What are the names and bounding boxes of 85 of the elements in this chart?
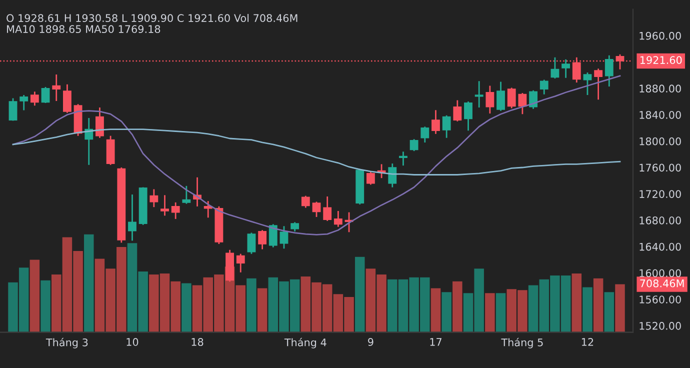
bar (582, 287, 592, 332)
bar (182, 283, 192, 332)
y-tick-label: 1880.00 (640, 84, 681, 93)
candlestick (334, 210, 342, 227)
candlestick (453, 100, 462, 122)
bar (30, 260, 40, 332)
bar (615, 284, 625, 332)
ref-line-label: 1921.60 (640, 56, 682, 64)
candlestick (366, 172, 375, 185)
candlestick (583, 72, 592, 96)
y-tick-label: 1760.00 (640, 164, 681, 172)
candlestick (150, 189, 158, 208)
y-tick-label: 1840.00 (640, 110, 681, 119)
candlestick (128, 194, 136, 241)
candlestick (410, 139, 418, 152)
candlestick (20, 94, 28, 110)
candlestick (464, 102, 472, 131)
candlestick (616, 54, 624, 70)
candlestick (399, 152, 408, 166)
y-tick-label: 1800.00 (640, 137, 681, 146)
bar (452, 281, 462, 332)
candlestick (550, 57, 560, 79)
candlestick (247, 232, 256, 254)
y-tick-label: 1520.00 (640, 322, 681, 330)
candlestick (604, 55, 614, 86)
candlestick (160, 195, 169, 216)
candlestick (258, 230, 267, 250)
candlestick (540, 80, 548, 94)
annotation: MA10 1898.65 MA50 1769.18 (7, 25, 160, 34)
candlestick (268, 224, 278, 248)
x-tick-label: 12 (582, 338, 594, 346)
candlestick (106, 136, 115, 165)
bar (604, 292, 614, 332)
bar (257, 288, 268, 332)
bar (442, 292, 452, 332)
y-tick-label: 1640.00 (640, 242, 681, 251)
candlestick (507, 88, 516, 108)
candlestick (518, 92, 527, 114)
bar (354, 256, 365, 332)
candlestick (442, 115, 451, 138)
bar (485, 293, 495, 332)
candlestick (8, 98, 18, 121)
x-tick-label: Tháng 3 (46, 338, 88, 348)
candlestick (312, 202, 321, 217)
y-tick-label: 1560.00 (640, 296, 681, 304)
bar (593, 278, 604, 332)
bar (572, 274, 582, 332)
candlestick (236, 254, 245, 272)
candlestick (280, 226, 288, 249)
candlestick (529, 90, 538, 109)
candlestick (62, 84, 72, 113)
candlestick (486, 86, 494, 114)
candlestick (52, 74, 61, 101)
y-tick-label: 1600.00 (640, 269, 681, 278)
bar (84, 234, 94, 332)
x-tick-label: 17 (430, 338, 442, 346)
bar (246, 278, 256, 332)
candlestick (562, 59, 570, 78)
candlestick (182, 186, 191, 204)
candlestick (96, 107, 104, 138)
candlestick (323, 196, 332, 221)
x-tick-label: 18 (192, 338, 204, 346)
text: 708.46M (640, 279, 684, 288)
candlestick (41, 87, 50, 103)
candlestick (30, 92, 39, 106)
candlestick (474, 81, 484, 108)
y-tick-label: 1960.00 (640, 32, 681, 40)
candlestick (420, 126, 430, 142)
bar (496, 293, 506, 332)
x-tick-label: Tháng 5 (501, 338, 543, 348)
candlestick (496, 82, 505, 111)
bar (40, 280, 50, 332)
candlestick (432, 110, 440, 134)
annotation: O 1928.61 H 1930.58 L 1909.90 C 1921.60 Vol 708.46M (6, 14, 298, 22)
y-tick-label: 1720.00 (640, 190, 681, 198)
candlestick (594, 68, 603, 100)
candlestick (171, 202, 180, 219)
y-tick-label: 1680.00 (640, 216, 681, 224)
x-tick-label: Tháng 4 (284, 338, 326, 348)
candlestick (204, 201, 212, 218)
x-tick-label: 10 (126, 338, 138, 346)
candlestick (301, 196, 310, 208)
x-tick-label: 9 (368, 338, 374, 346)
bar (430, 288, 441, 332)
candlestick (388, 164, 397, 188)
